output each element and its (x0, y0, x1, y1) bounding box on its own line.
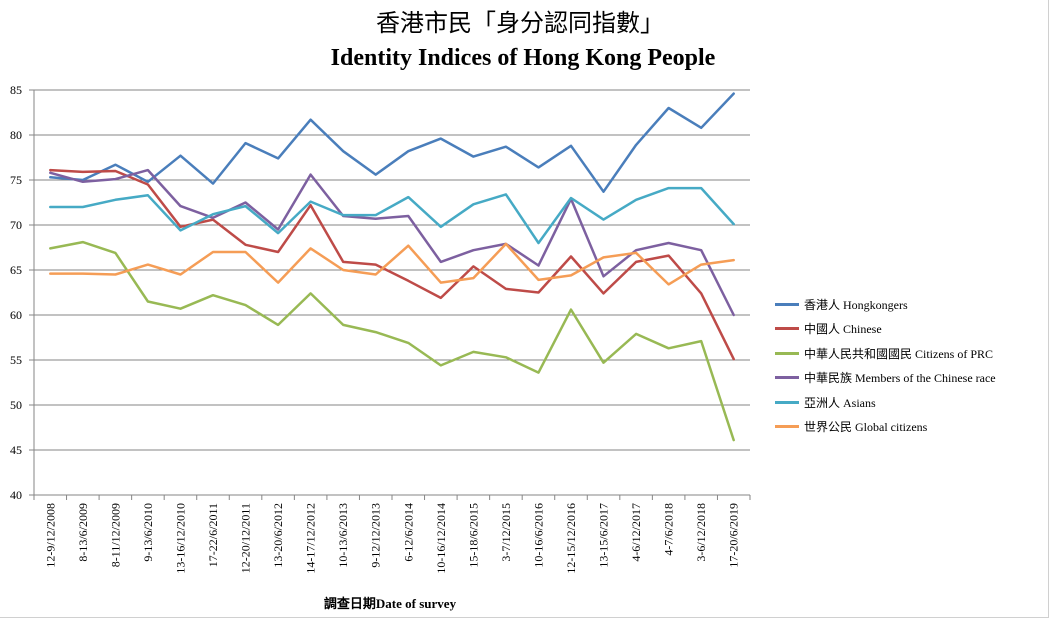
legend-swatch (775, 425, 799, 429)
y-tick-label: 50 (10, 398, 22, 412)
legend-item-0: 香港人 Hongkongers (775, 292, 996, 317)
y-tick-label: 75 (10, 173, 22, 187)
legend-label: 中華人民共和國國民 Citizens of PRC (804, 346, 994, 361)
legend-swatch (775, 302, 799, 306)
x-tick-label: 3-6/12/2018 (694, 503, 708, 562)
legend-item-4: 亞洲人 Asians (775, 390, 996, 415)
x-tick-label: 17-20/6/2019 (727, 503, 741, 568)
legend-item-5: 世界公民 Global citizens (775, 415, 996, 440)
x-tick-label: 10-16/12/2014 (434, 503, 448, 574)
x-tick-label: 6-12/6/2014 (401, 503, 415, 562)
chart-legend: 香港人 Hongkongers 中國人 Chinese 中華人民共和國國民 Citi… (775, 292, 996, 439)
legend-label: 中國人 Chinese (804, 322, 882, 337)
legend-item-2: 中華人民共和國國民 Citizens of PRC (775, 341, 996, 366)
legend-label: 亞洲人 Asians (804, 395, 876, 410)
y-tick-label: 80 (10, 128, 22, 142)
x-tick-label: 17-22/6/2011 (206, 503, 220, 567)
x-tick-label: 10-13/6/2013 (336, 503, 350, 568)
x-tick-label: 15-18/6/2015 (466, 503, 480, 568)
legend-label: 中華民族 Members of the Chinese race (804, 371, 996, 386)
chart-title: 香港市民「身分認同指數」 (376, 9, 664, 37)
y-tick-label: 40 (10, 488, 22, 502)
x-tick-label: 12-20/12/2011 (239, 503, 253, 573)
x-tick-label: 9-12/12/2013 (369, 503, 383, 568)
legend-swatch (775, 351, 799, 355)
y-tick-label: 55 (10, 353, 22, 367)
legend-swatch (775, 400, 799, 404)
x-tick-label: 12-9/12/2008 (43, 503, 57, 568)
series-line-2 (49, 240, 735, 442)
x-tick-label: 4-6/12/2017 (629, 503, 643, 562)
x-tick-label: 14-17/12/2012 (304, 503, 318, 574)
x-tick-label: 13-20/6/2012 (271, 503, 285, 568)
legend-label: 世界公民 Global citizens (804, 420, 928, 435)
chart-subtitle: Identity Indices of Hong Kong People (330, 45, 716, 71)
x-tick-label: 8-11/12/2009 (108, 503, 122, 567)
x-tick-label: 9-13/6/2010 (141, 503, 155, 562)
x-axis-label: 調查日期Date of survey (323, 596, 457, 611)
y-tick-label: 85 (10, 83, 22, 97)
y-tick-label: 45 (10, 443, 22, 457)
series-line-1 (49, 168, 735, 361)
legend-swatch (775, 327, 799, 331)
legend-swatch (775, 376, 799, 380)
x-tick-label: 4-7/6/2018 (662, 503, 676, 556)
legend-item-3: 中華民族 Members of the Chinese race (775, 366, 996, 391)
y-tick-label: 70 (10, 218, 22, 232)
y-tick-label: 60 (10, 308, 22, 322)
series-line-3 (49, 168, 735, 317)
x-tick-label: 13-15/6/2017 (597, 503, 611, 568)
x-tick-label: 3-7/12/2015 (499, 503, 513, 562)
x-tick-label: 8-13/6/2009 (76, 503, 90, 562)
x-tick-label: 13-16/12/2010 (173, 503, 187, 574)
series-line-4 (49, 186, 735, 245)
legend-label: 香港人 Hongkongers (804, 297, 908, 312)
legend-item-1: 中國人 Chinese (775, 317, 996, 342)
x-tick-label: 12-15/12/2016 (564, 503, 578, 574)
y-tick-label: 65 (10, 263, 22, 277)
x-tick-label: 10-16/6/2016 (531, 503, 545, 568)
series-line-0 (49, 92, 735, 193)
series-line-5 (49, 242, 735, 286)
